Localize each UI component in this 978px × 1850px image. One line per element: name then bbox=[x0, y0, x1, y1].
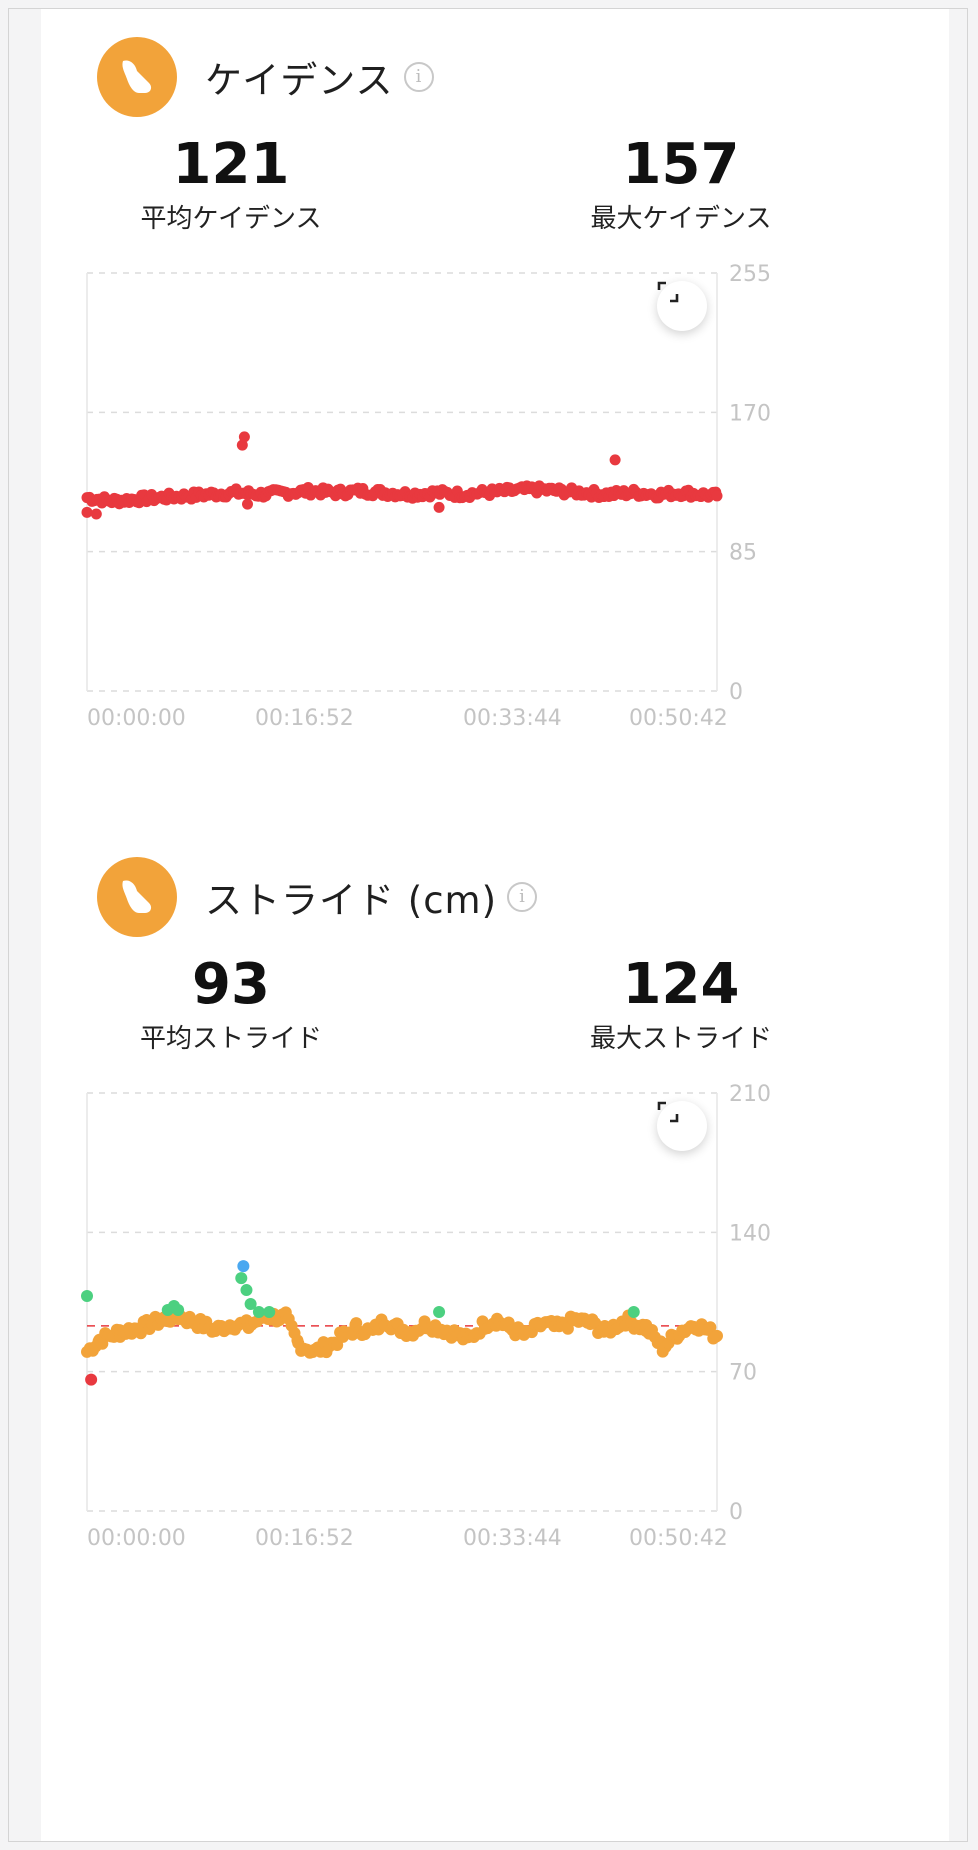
max-stride-label: 最大ストライド bbox=[589, 1024, 772, 1054]
avg-stride-label: 平均ストライド bbox=[139, 1024, 322, 1054]
cadence-data-point bbox=[242, 498, 254, 510]
cadence-data-point bbox=[711, 490, 723, 502]
cadence-data-point bbox=[90, 508, 102, 520]
stride-x-tick: 00:00:00 bbox=[87, 1526, 186, 1551]
cadence-data-point bbox=[433, 501, 445, 513]
stride-y-tick: 140 bbox=[729, 1221, 771, 1246]
stride-data-point bbox=[263, 1305, 276, 1318]
stride-data-point bbox=[235, 1272, 248, 1285]
cadence-y-tick: 170 bbox=[729, 401, 771, 426]
stride-y-tick: 0 bbox=[729, 1500, 743, 1525]
cadence-y-tick: 85 bbox=[729, 541, 757, 566]
stride-data-point bbox=[237, 1260, 250, 1273]
max-cadence-stat: 157 最大ケイデンス bbox=[531, 133, 831, 237]
screen: ケイデンス i 121 平均ケイデンス 157 最大ケイデンス 255 170 85… bbox=[8, 8, 968, 1842]
cadence-x-tick: 00:00:00 bbox=[87, 706, 186, 731]
stride-data-point bbox=[96, 1337, 109, 1350]
info-icon[interactable]: i bbox=[403, 62, 434, 92]
stride-title: ストライド (cm) bbox=[205, 879, 498, 922]
cadence-y-tick: 0 bbox=[729, 680, 743, 705]
stride-data-point bbox=[711, 1329, 723, 1342]
cadence-title: ケイデンス bbox=[205, 59, 394, 102]
stride-card-body: ストライド (cm) i 93 平均ストライド 124 最大ストライド 210 1… bbox=[41, 813, 949, 1841]
cadence-y-tick: 255 bbox=[729, 262, 771, 287]
cadence-x-tick: 00:33:44 bbox=[463, 706, 562, 731]
cadence-data-point bbox=[238, 431, 250, 443]
stride-y-tick: 70 bbox=[729, 1361, 757, 1386]
expand-icon[interactable] bbox=[657, 281, 707, 331]
max-stride-stat: 124 最大ストライド bbox=[531, 953, 831, 1057]
cadence-card: ケイデンス i 121 平均ケイデンス 157 最大ケイデンス 255 170 85… bbox=[41, 9, 949, 929]
expand-icon[interactable] bbox=[657, 1101, 707, 1151]
stride-data-point bbox=[252, 1305, 265, 1318]
cadence-data-point bbox=[609, 454, 621, 466]
stride-y-tick: 210 bbox=[729, 1082, 771, 1107]
shoe-icon bbox=[97, 37, 177, 117]
stride-x-tick: 00:50:42 bbox=[629, 1526, 728, 1551]
info-icon[interactable]: i bbox=[507, 882, 538, 912]
stride-data-point bbox=[433, 1305, 446, 1318]
shoe-icon bbox=[97, 857, 177, 937]
stride-data-point bbox=[85, 1373, 98, 1386]
stride-data-point bbox=[81, 1290, 93, 1303]
cadence-header: ケイデンス i bbox=[97, 35, 434, 119]
stride-data-point bbox=[561, 1322, 574, 1335]
avg-stride-stat: 93 平均ストライド bbox=[81, 953, 381, 1057]
cadence-data-point bbox=[81, 506, 93, 518]
stride-x-tick: 00:16:52 bbox=[255, 1526, 354, 1551]
cadence-chart: 255 170 85 0 00:00:00 00:16:52 00:33:44 00:50:4… bbox=[41, 257, 949, 837]
cadence-x-tick: 00:50:42 bbox=[629, 706, 728, 731]
cadence-chart-svg: 255 170 85 0 00:00:00 00:16:52 00:33:44 00:50:4… bbox=[81, 262, 771, 731]
max-cadence-label: 最大ケイデンス bbox=[590, 204, 772, 234]
stride-data-point bbox=[240, 1284, 253, 1297]
max-stride-value: 124 bbox=[622, 952, 740, 1017]
max-cadence-value: 157 bbox=[622, 132, 740, 197]
stride-data-point bbox=[704, 1321, 717, 1334]
avg-cadence-value: 121 bbox=[172, 132, 290, 197]
avg-cadence-label: 平均ケイデンス bbox=[140, 204, 322, 234]
avg-cadence-stat: 121 平均ケイデンス bbox=[81, 133, 381, 237]
stride-chart: 210 140 70 0 00:00:00 00:16:52 00:33:44 00:50:4… bbox=[41, 1077, 949, 1657]
avg-stride-value: 93 bbox=[192, 952, 270, 1017]
cadence-x-tick: 00:16:52 bbox=[255, 706, 354, 731]
stride-x-tick: 00:33:44 bbox=[463, 1526, 562, 1551]
stride-chart-svg: 210 140 70 0 00:00:00 00:16:52 00:33:44 00:50:4… bbox=[81, 1082, 771, 1551]
stride-header: ストライド (cm) i bbox=[97, 855, 538, 939]
stride-data-point bbox=[627, 1305, 640, 1318]
stride-data-point bbox=[244, 1297, 257, 1310]
stride-data-point bbox=[172, 1303, 185, 1316]
